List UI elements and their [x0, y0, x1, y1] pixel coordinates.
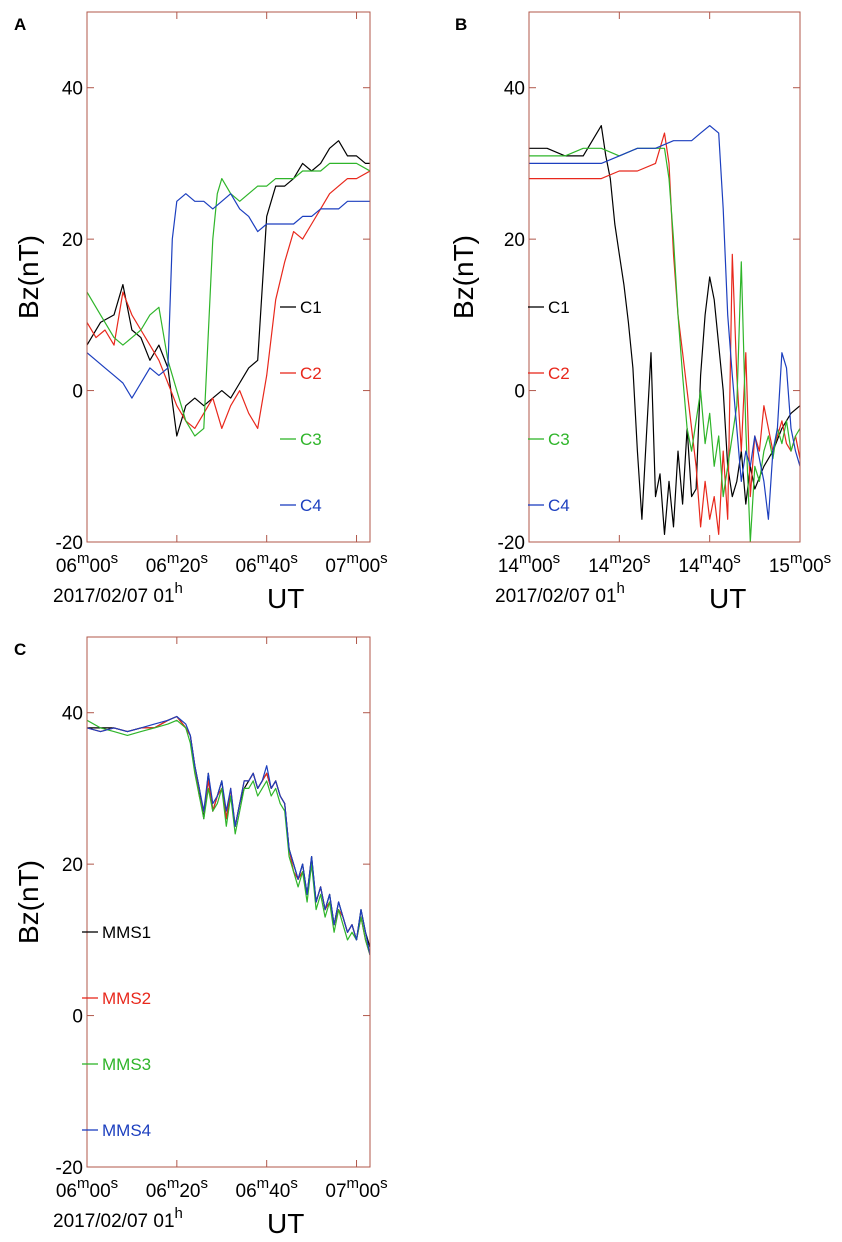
x-tick-label: 06m20s: [146, 1175, 208, 1202]
legend-entry-c3: C3: [548, 430, 570, 449]
plot-frame: [86, 11, 371, 543]
legend-entry-c4: C4: [548, 496, 570, 515]
series-line-mms1: [87, 715, 370, 948]
x-tick-label: 14m00s: [498, 550, 560, 577]
legend-entry-mms3: MMS3: [102, 1055, 151, 1074]
y-tick-label: 20: [62, 230, 83, 251]
panel-c: C -20 0 20 40 06m00s 06m20s 06m40s 07m00s Bz(nT) 2…: [13, 636, 388, 1239]
date-label: 2017/02/07 01h: [53, 580, 183, 607]
series-group: [87, 715, 370, 956]
y-axis-label: Bz(nT): [448, 235, 479, 319]
y-tick-label: -20: [56, 533, 83, 554]
date-label: 2017/02/07 01h: [53, 1205, 183, 1232]
y-tick-label: 40: [62, 79, 83, 100]
series-line-c3: [87, 162, 370, 437]
panel-letter: B: [455, 15, 467, 34]
date-label: 2017/02/07 01h: [495, 580, 625, 607]
y-tick-label: 20: [504, 230, 525, 251]
x-tick-label: 06m00s: [56, 550, 118, 577]
series-line-c4: [87, 193, 370, 399]
series-line-mms4: [87, 715, 370, 956]
x-tick-label: 14m40s: [679, 550, 741, 577]
legend-entry-mms4: MMS4: [102, 1121, 151, 1140]
x-axis-label: UT: [709, 583, 746, 614]
series-group: [529, 124, 800, 542]
x-tick-label: 14m20s: [588, 550, 650, 577]
y-tick-label: 0: [514, 382, 525, 403]
x-tick-label: 06m00s: [56, 1175, 118, 1202]
panel-letter: C: [14, 640, 26, 659]
series-line-c3: [529, 147, 800, 542]
legend-entry-c4: C4: [300, 496, 322, 515]
x-tick-label: 15m00s: [769, 550, 831, 577]
plot-frame: [86, 636, 371, 1168]
y-axis-label: Bz(nT): [13, 860, 44, 944]
series-line-mms2: [87, 715, 370, 956]
series-line-mms3: [87, 719, 370, 956]
y-tick-label: 0: [72, 1007, 83, 1028]
series-line-c1: [87, 140, 370, 437]
legend-entry-c2: C2: [300, 364, 322, 383]
series-group: [87, 140, 370, 437]
x-tick-label: 07m00s: [325, 1175, 387, 1202]
legend-entry-c3: C3: [300, 430, 322, 449]
y-tick-label: 40: [62, 704, 83, 725]
series-line-c2: [529, 132, 800, 536]
y-axis-label: Bz(nT): [13, 235, 44, 319]
legend-entry-mms1: MMS1: [102, 923, 151, 942]
y-tick-label: 40: [504, 79, 525, 100]
x-tick-label: 06m20s: [146, 550, 208, 577]
series-line-c4: [529, 124, 800, 520]
legend-entry-mms2: MMS2: [102, 989, 151, 1008]
y-tick-label: 0: [72, 382, 83, 403]
legend-entry-c2: C2: [548, 364, 570, 383]
series-line-c1: [529, 124, 800, 536]
x-axis-label: UT: [267, 1208, 304, 1239]
x-tick-label: 06m40s: [236, 1175, 298, 1202]
plot-frame: [528, 11, 801, 543]
panel-letter: A: [14, 15, 26, 34]
legend-entry-c1: C1: [300, 298, 322, 317]
legend-entry-c1: C1: [548, 298, 570, 317]
panel-a: A -20 0 20 40 06m00s 06m20s 06m40s 07m00s Bz(nT) 2…: [13, 11, 388, 614]
y-tick-label: -20: [498, 533, 525, 554]
x-tick-label: 07m00s: [325, 550, 387, 577]
series-line-c2: [87, 170, 370, 429]
x-tick-label: 06m40s: [236, 550, 298, 577]
y-tick-label: -20: [56, 1158, 83, 1179]
y-tick-label: 20: [62, 855, 83, 876]
panel-b: B -20 0 20 40 14m00s 14m20s 14m40s 15m00s Bz(nT) 2…: [448, 11, 831, 614]
x-axis-label: UT: [267, 583, 304, 614]
